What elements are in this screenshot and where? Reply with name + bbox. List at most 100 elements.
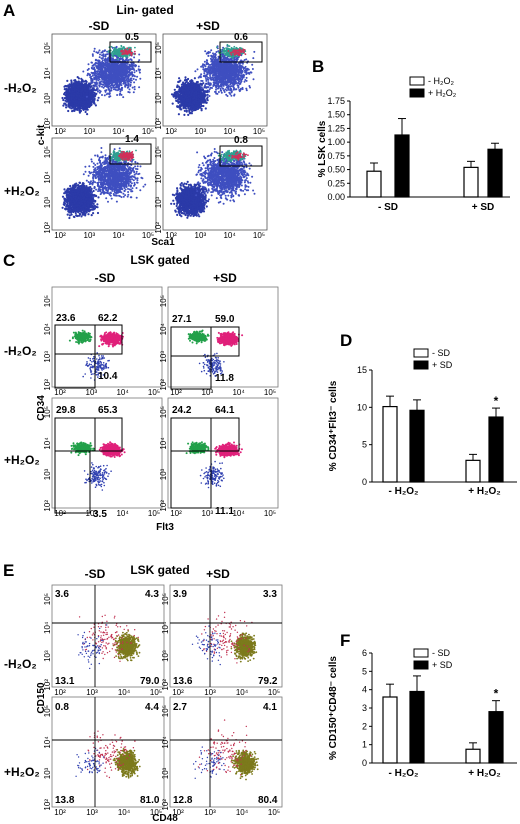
gate-right-c-r0c1 [210,326,240,357]
y-tick-label: 0.75 [327,151,345,161]
bar [409,690,425,764]
category-label: + SD [472,202,495,213]
panel-a-ylabel: c-kit [36,124,47,145]
x-tick-label: 10² [172,808,184,817]
plot-frame-e-r0c0 [51,584,165,688]
plot-frame-a-r0c0 [51,33,157,127]
y-tick-label: 10³ [43,468,52,480]
y-tick-label: 10² [43,222,52,234]
bar [409,409,425,483]
y-tick-label: 10² [159,500,168,512]
y-axis-label: % CD150⁺CD48⁻ cells [328,656,339,760]
gate-value-c-r0c0-right: 62.2 [98,313,118,324]
x-tick-label: 10⁴ [232,509,245,518]
x-tick-label: 10⁴ [112,231,125,240]
x-tick-label: 10³ [195,127,207,136]
y-tick-label: 10³ [43,767,52,779]
y-tick-label: 10⁴ [43,621,52,634]
gate-value-a-r1c0: 1.4 [125,134,139,145]
dot-cloud [228,151,249,161]
bar-chart-f: 0 1 2 3 4 5 6 % CD150⁺CD48⁻ cells - H₂O₂ * + H₂O₂ -… [328,648,517,779]
gate-value-c-r1c0-low: 3.5 [93,509,107,520]
panel-c-col-label-psd: +SD [213,271,237,285]
dot-cloud [230,749,259,781]
quad-value-e-r1c1-ur: 4.1 [263,702,277,713]
x-tick-label: 10³ [86,688,98,697]
y-tick-label: 0.00 [327,192,345,202]
y-tick-label: 10² [43,118,52,130]
legend-swatch [409,88,425,98]
y-tick-label: 10⁴ [43,322,52,335]
x-tick-label: 10⁴ [118,688,131,697]
x-tick-label: 10² [54,688,66,697]
bar [465,459,481,483]
y-tick-label: 0.50 [327,165,345,175]
dot-cloud [191,625,221,666]
x-tick-label: 10⁴ [112,127,125,136]
legend-swatch [413,648,429,658]
dot-cloud [78,614,139,662]
quad-value-e-r0c0-ul: 3.6 [55,589,69,600]
y-tick-label: 10² [159,379,168,391]
y-tick-label: 0 [362,758,367,768]
x-tick-label: 10³ [204,688,216,697]
panel-label-d: D [340,331,352,350]
gate-value-a-r0c1: 0.6 [234,32,248,43]
x-tick-label: 10⁴ [236,688,249,697]
bar [366,170,382,198]
legend-label: - SD [432,648,451,658]
panel-e-row-label-pos: +H₂O₂ [4,765,40,779]
plot-frame-e-r1c0 [51,696,165,808]
plot-frame-a-r1c0 [51,137,157,231]
x-tick-label: 10³ [84,231,96,240]
x-tick-label: 10⁴ [236,808,249,817]
dot-cloud [118,150,135,162]
dot-cloud [214,441,243,459]
dot-cloud [120,47,137,57]
x-tick-label: 10³ [202,388,214,397]
significance-marker: * [494,687,499,701]
x-tick-label: 10⁴ [118,808,131,817]
panel-c-xlabel: Flt3 [156,522,174,533]
panel-label-b: B [312,57,324,76]
gate-right-c-r1c0 [94,417,123,452]
panel-e-xlabel: CD48 [152,813,178,824]
quad-value-e-r0c0-ll: 13.1 [55,676,75,687]
y-tick-label: 10⁵ [154,42,163,54]
bar [382,405,398,483]
y-tick-label: 10³ [43,650,52,662]
panel-a-row-label-neg: -H₂O₂ [4,81,37,95]
x-tick-label: 10³ [204,808,216,817]
y-tick-label: 10⁴ [43,67,52,80]
y-tick-label: 10² [43,500,52,512]
y-tick-label: 10³ [159,351,168,363]
x-tick-label: 10⁴ [223,231,236,240]
y-tick-label: 1.75 [327,96,345,106]
quadrant-lines-e [52,585,282,807]
bar [488,711,504,764]
y-tick-label: 10³ [154,92,163,104]
legend-label: + H₂O₂ [428,88,457,98]
y-tick-label: 1.00 [327,137,345,147]
quad-value-e-r1c0-ul: 0.8 [55,702,69,713]
gate-value-c-r1c1-low: 11.1 [215,506,234,517]
quad-value-e-r0c0-lr: 79.0 [140,676,160,687]
x-tick-label: 10⁵ [150,688,162,697]
gate-box-a-r0c1 [219,41,263,63]
y-tick-label: 10⁴ [43,736,52,749]
x-tick-label: 10⁵ [148,509,160,518]
y-tick-label: 10² [154,118,163,130]
bar [465,748,481,764]
x-tick-label: 10⁵ [268,808,280,817]
dot-cloud [199,460,225,489]
x-tick-label: 10² [165,127,177,136]
y-tick-label: 10⁵ [43,705,52,717]
y-tick-label: 10⁵ [43,42,52,54]
y-tick-label: 10⁵ [43,146,52,158]
quad-value-e-r1c1-lr: 80.4 [258,795,278,806]
y-tick-label: 10 [357,402,367,412]
panel-a-row-label-pos: +H₂O₂ [4,184,40,198]
y-tick-label: 10³ [159,468,168,480]
x-tick-label: 10³ [195,231,207,240]
